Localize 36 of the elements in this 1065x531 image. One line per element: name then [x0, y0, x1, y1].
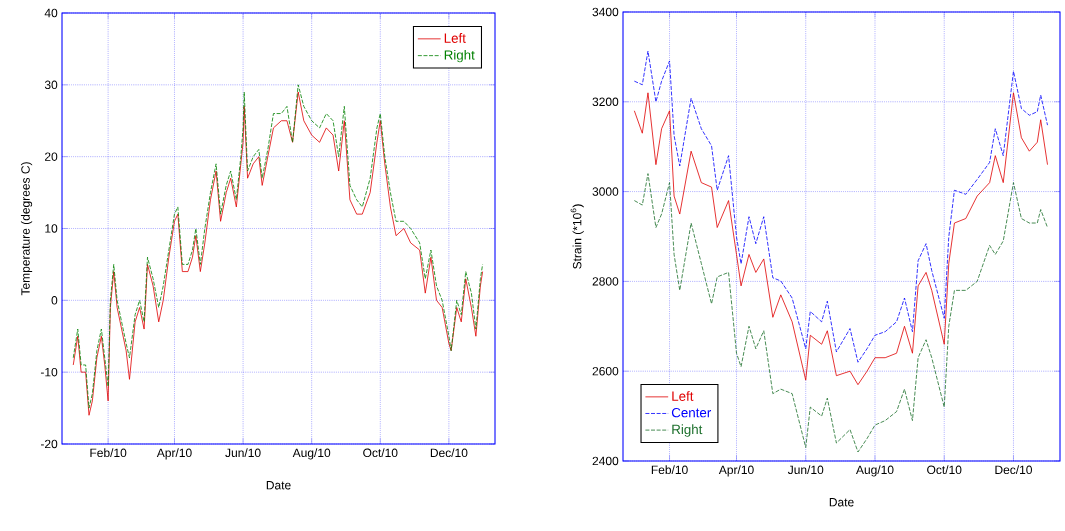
y-tick-label: 2800 — [592, 277, 619, 286]
y-tick-label: 3400 — [592, 7, 619, 17]
x-tick-label: Aug/10 — [855, 465, 894, 477]
x-tick-label: Feb/10 — [90, 448, 127, 458]
y-tick-label: 3000 — [592, 187, 619, 196]
y-tick-label: 40 — [44, 8, 58, 18]
x-axis-title: Date — [266, 481, 291, 490]
x-tick-label: Feb/10 — [651, 465, 688, 475]
x-tick-label: Dec/10 — [430, 448, 468, 458]
x-tick-label: Jun/10 — [225, 448, 261, 458]
x-tick-label: Oct/10 — [363, 448, 398, 458]
x-axis-title: Date — [829, 498, 854, 507]
y-tick-label: 20 — [45, 152, 58, 161]
legend-label: Center — [671, 407, 712, 418]
y-tick-label: 30 — [44, 80, 58, 90]
y-tick-label: 2600 — [592, 366, 619, 376]
y-tick-label: 3200 — [592, 97, 619, 107]
y-tick-label: 2400 — [592, 456, 619, 466]
y-tick-label: 10 — [45, 224, 58, 233]
y-tick-label: -20 — [40, 439, 58, 449]
x-tick-label: Jun/10 — [787, 465, 824, 475]
legend-label: Right — [672, 424, 703, 437]
line-series — [633, 92, 1048, 386]
y-axis-title: Temperature (degrees C) — [20, 162, 33, 296]
legend-label: Left — [672, 391, 694, 401]
line-series — [633, 173, 1048, 453]
x-tick-label: Dec/10 — [995, 465, 1033, 475]
x-tick-label: Oct/10 — [927, 465, 962, 475]
legend-label: Left — [444, 33, 466, 43]
y-tick-label: 0 — [51, 296, 58, 305]
x-tick-label: Apr/10 — [156, 448, 192, 460]
y-axis-title: Strain (*10$^{6}$) — [570, 204, 584, 269]
x-tick-label: Aug/10 — [292, 448, 331, 460]
legend-label: Right — [444, 49, 475, 63]
x-tick-label: Apr/10 — [718, 465, 754, 477]
y-tick-label: -10 — [40, 367, 58, 377]
